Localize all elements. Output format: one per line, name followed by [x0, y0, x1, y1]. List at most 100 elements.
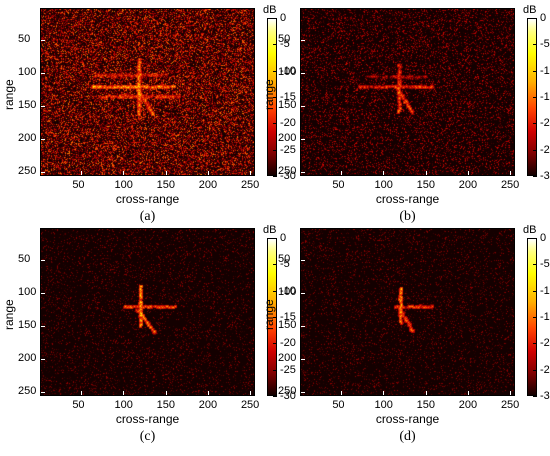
- colorbar-tick-label: -20: [280, 117, 296, 130]
- colorbar-tick-mark: [533, 149, 537, 151]
- colorbar-tick-label: -10: [280, 284, 296, 297]
- colorbar-tick-label: -5: [280, 258, 290, 271]
- x-tick-label: 50: [72, 179, 85, 191]
- colorbar-tick-label: -20: [540, 337, 550, 350]
- colorbar-title: dB: [263, 4, 277, 16]
- y-tick-label: 150: [278, 99, 297, 112]
- x-tick-mark: [383, 391, 385, 395]
- y-tick-label: 200: [278, 132, 297, 145]
- x-tick-mark: [123, 391, 125, 395]
- x-tick-label: 250: [500, 399, 520, 411]
- subplot-panel: 50 100 150 200 250 50 100 150 200 250 cross-range r…: [262, 4, 550, 236]
- y-tick-mark: [41, 106, 45, 108]
- y-tick-label: 250: [278, 385, 297, 398]
- y-tick-mark: [301, 73, 305, 75]
- colorbar-tick-label: -20: [540, 117, 550, 130]
- y-tick-mark: [41, 172, 45, 174]
- y-tick-mark: [301, 172, 305, 174]
- y-tick-mark: [301, 139, 305, 141]
- colorbar-title: dB: [263, 224, 277, 236]
- y-tick-mark: [301, 326, 305, 328]
- x-tick-label: 200: [458, 179, 478, 191]
- colorbar-title: dB: [523, 4, 537, 16]
- colorbar-tick-label: 0: [540, 12, 547, 24]
- y-tick-mark: [301, 260, 305, 262]
- y-tick-label: 50: [18, 253, 31, 266]
- x-tick-mark: [249, 171, 251, 175]
- subplot-panel: 50 100 150 200 250 50 100 150 200 250 cross-range r…: [262, 224, 550, 456]
- heatmap-image: [40, 228, 255, 396]
- colorbar-tick-mark: [533, 343, 537, 345]
- x-tick-label: 150: [416, 179, 435, 191]
- colorbar-tick-mark: [273, 264, 277, 266]
- x-tick-mark: [341, 391, 343, 395]
- x-tick-mark: [425, 391, 427, 395]
- heatmap-canvas: [41, 9, 254, 175]
- y-tick-mark: [41, 40, 45, 42]
- colorbar-tick-mark: [533, 396, 537, 397]
- colorbar-tick-mark: [273, 70, 277, 72]
- x-axis-label: cross-range: [115, 192, 180, 206]
- x-tick-label: 100: [374, 179, 393, 191]
- y-axis-label: range: [262, 79, 276, 110]
- heatmap-image: [300, 228, 515, 396]
- colorbar-tick-label: 0: [280, 232, 287, 244]
- y-tick-label: 150: [18, 99, 37, 112]
- y-tick-mark: [41, 139, 45, 141]
- y-tick-mark: [301, 40, 305, 42]
- colorbar-tick-mark: [273, 176, 277, 177]
- colorbar-tick-label: -25: [280, 143, 296, 156]
- colorbar-tick-mark: [273, 369, 277, 371]
- colorbar-tick-mark: [533, 18, 537, 19]
- y-tick-label: 200: [278, 352, 297, 365]
- heatmap-canvas: [301, 9, 514, 175]
- colorbar-tick-label: -15: [280, 311, 296, 323]
- subplot-panel: 50 100 150 200 250 50 100 150 200 250 cross-range r…: [2, 4, 325, 236]
- colorbar-tick-label: -15: [540, 311, 550, 323]
- colorbar-tick-label: -5: [540, 258, 550, 271]
- y-tick-label: 150: [18, 319, 37, 332]
- x-tick-label: 100: [374, 399, 393, 411]
- heatmap-image: [300, 8, 515, 176]
- y-tick-mark: [41, 293, 45, 295]
- heatmap-canvas: [41, 229, 254, 395]
- colorbar-tick-label: -5: [540, 38, 550, 51]
- y-tick-label: 50: [278, 253, 291, 266]
- colorbar-tick-label: -30: [280, 170, 296, 182]
- x-tick-mark: [467, 171, 469, 175]
- colorbar-tick-mark: [533, 44, 537, 46]
- x-tick-label: 250: [500, 179, 520, 191]
- colorbar-tick-label: -30: [540, 390, 550, 402]
- colorbar-tick-label: -30: [540, 170, 550, 182]
- colorbar-tick-mark: [533, 176, 537, 177]
- colorbar-tick-label: -10: [540, 284, 550, 297]
- x-tick-label: 200: [458, 399, 478, 411]
- y-tick-label: 50: [18, 33, 31, 46]
- x-tick-label: 200: [198, 399, 218, 411]
- heatmap-image: [40, 8, 255, 176]
- y-tick-label: 250: [18, 165, 37, 178]
- y-tick-label: 200: [18, 132, 37, 145]
- x-tick-label: 50: [332, 179, 345, 191]
- x-tick-mark: [509, 171, 511, 175]
- colorbar-title: dB: [523, 224, 537, 236]
- colorbar-tick-label: -5: [280, 38, 290, 51]
- colorbar-tick-mark: [533, 70, 537, 72]
- x-tick-mark: [123, 171, 125, 175]
- y-tick-mark: [41, 260, 45, 262]
- subplot-caption: (a): [139, 209, 156, 224]
- y-tick-mark: [41, 392, 45, 394]
- y-tick-mark: [41, 359, 45, 361]
- colorbar-tick-mark: [533, 123, 537, 125]
- y-tick-label: 250: [278, 165, 297, 178]
- y-tick-mark: [301, 359, 305, 361]
- x-axis-label: cross-range: [115, 412, 180, 426]
- x-tick-label: 100: [114, 179, 133, 191]
- colorbar-tick-mark: [273, 123, 277, 125]
- colorbar-tick-mark: [273, 396, 277, 397]
- colorbar-tick-mark: [273, 97, 277, 98]
- colorbar-tick-label: -25: [280, 363, 296, 376]
- colorbar-tick-label: -10: [540, 64, 550, 77]
- y-tick-label: 150: [278, 319, 297, 332]
- colorbar-tick-mark: [533, 290, 537, 292]
